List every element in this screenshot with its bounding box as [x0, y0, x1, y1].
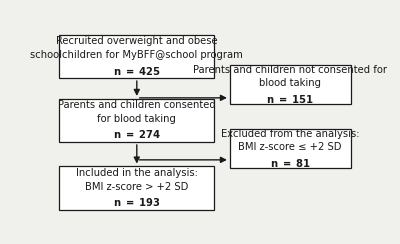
Text: Recruited overweight and obese
schoolchildren for MyBFF@school program
$\bf{n\ =: Recruited overweight and obese schoolchi… [30, 36, 243, 77]
FancyBboxPatch shape [59, 166, 214, 210]
Text: Parents and children consented
for blood taking
$\bf{n\ =\ 274}$: Parents and children consented for blood… [58, 100, 216, 141]
Text: Excluded from the analysis:
BMI z-score ≤ +2 SD
$\bf{n\ =\ 81}$: Excluded from the analysis: BMI z-score … [221, 129, 360, 169]
Text: Included in the analysis:
BMI z-score > +2 SD
$\bf{n\ =\ 193}$: Included in the analysis: BMI z-score > … [76, 168, 198, 208]
FancyBboxPatch shape [230, 129, 351, 168]
Text: Parents and children not consented for
blood taking
$\bf{n\ =\ 151}$: Parents and children not consented for b… [193, 65, 387, 105]
FancyBboxPatch shape [230, 65, 351, 104]
FancyBboxPatch shape [59, 99, 214, 142]
FancyBboxPatch shape [59, 35, 214, 78]
